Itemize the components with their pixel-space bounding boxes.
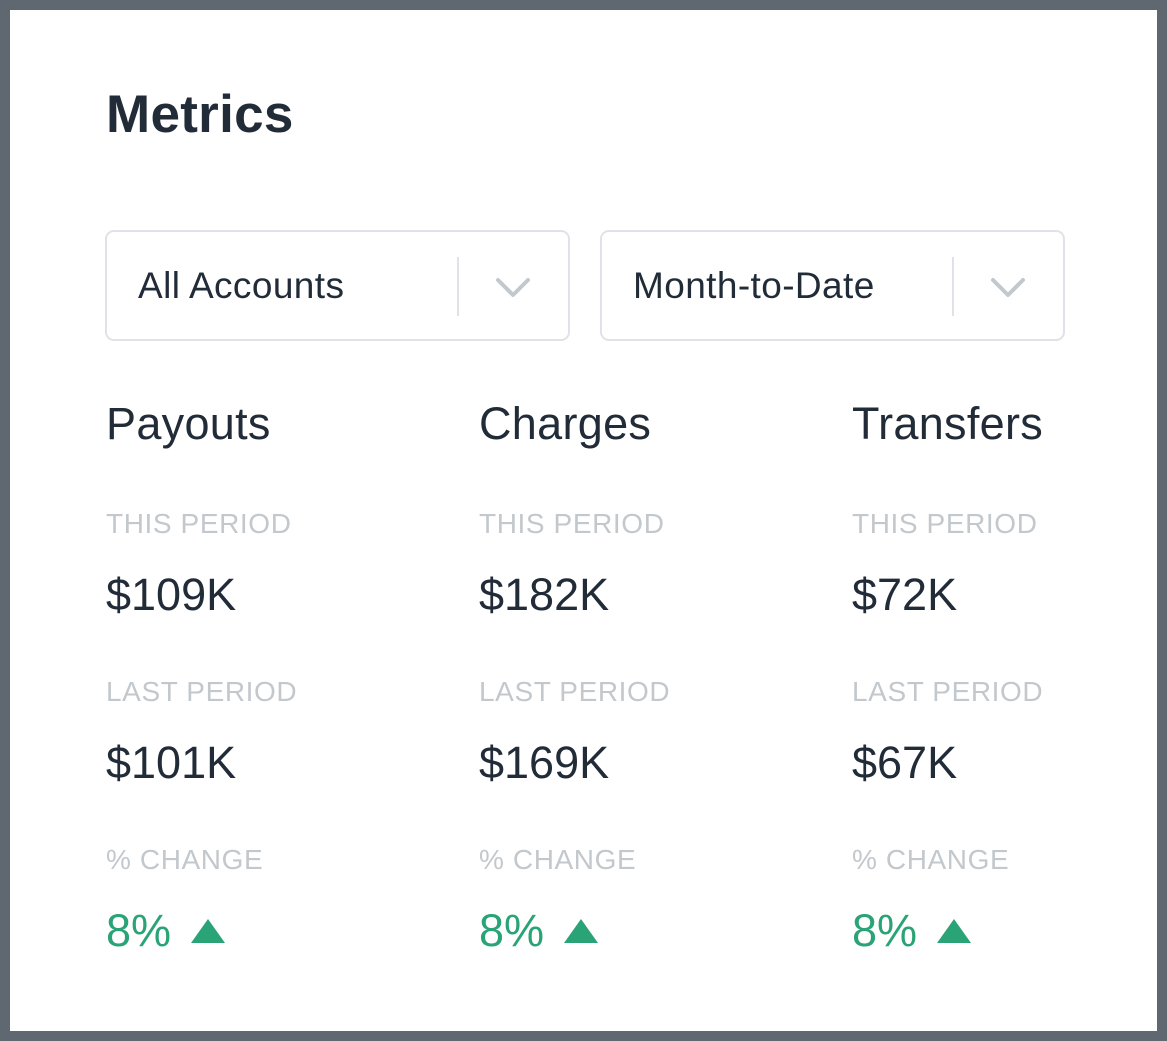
last-period-value: $169K — [479, 737, 610, 788]
metric-heading: Transfers — [852, 398, 1044, 449]
change-label: % CHANGE — [852, 844, 1010, 875]
last-period-label: LAST PERIOD — [106, 676, 298, 707]
this-period-value: $72K — [852, 569, 958, 620]
select-divider — [457, 257, 459, 316]
last-period-label: LAST PERIOD — [852, 676, 1044, 707]
change-label: % CHANGE — [479, 844, 637, 875]
this-period-label: THIS PERIOD — [479, 508, 665, 539]
chevron-down-icon[interactable] — [494, 268, 532, 306]
metrics-card: Metrics All Accounts Month-to-Date Payou… — [10, 10, 1157, 1031]
metric-heading: Payouts — [106, 398, 271, 449]
change-indicator: 8% — [479, 903, 599, 959]
change-value: 8% — [852, 905, 918, 956]
page-title: Metrics — [106, 85, 294, 144]
this-period-label: THIS PERIOD — [106, 508, 292, 539]
last-period-value: $101K — [106, 737, 237, 788]
change-value: 8% — [479, 905, 545, 956]
change-label: % CHANGE — [106, 844, 264, 875]
accounts-select-value: All Accounts — [138, 265, 345, 306]
triangle-up-icon — [564, 919, 599, 943]
triangle-up-icon — [937, 919, 972, 943]
period-select[interactable]: Month-to-Date — [600, 230, 1065, 341]
last-period-label: LAST PERIOD — [479, 676, 671, 707]
last-period-value: $67K — [852, 737, 958, 788]
accounts-select[interactable]: All Accounts — [105, 230, 570, 341]
select-divider — [952, 257, 954, 316]
triangle-up-icon — [191, 919, 226, 943]
change-indicator: 8% — [852, 903, 972, 959]
change-indicator: 8% — [106, 903, 226, 959]
metric-heading: Charges — [479, 398, 652, 449]
this-period-label: THIS PERIOD — [852, 508, 1038, 539]
this-period-value: $182K — [479, 569, 610, 620]
chevron-down-icon[interactable] — [989, 268, 1027, 306]
period-select-value: Month-to-Date — [633, 265, 875, 306]
this-period-value: $109K — [106, 569, 237, 620]
change-value: 8% — [106, 905, 172, 956]
